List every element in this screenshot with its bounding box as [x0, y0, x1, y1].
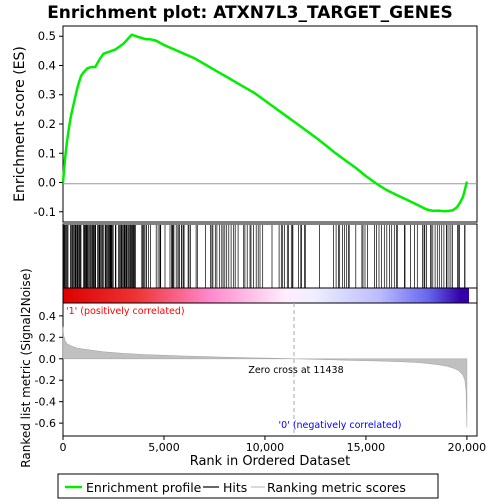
rank-color-bar [63, 288, 469, 303]
es-y-tick-label: 0.2 [38, 117, 56, 131]
legend-metric-label: Ranking metric scores [267, 480, 406, 495]
hit-ticks [62, 225, 466, 288]
ranking-metric-area [62, 326, 468, 428]
legend: Enrichment profile Hits Ranking metric s… [57, 473, 439, 499]
metric-y-tick-label: -0.4 [35, 396, 56, 409]
metric-y-ticks: -0.6 -0.4 -0.2 0.0 0.2 0.4 [35, 310, 63, 430]
es-y-axis-label: Enrichment score (ES) [12, 46, 28, 202]
metric-y-tick-label: 0.2 [39, 331, 57, 344]
x-tick-label: 15,000 [347, 441, 386, 454]
chart-title: Enrichment plot: ATXN7L3_TARGET_GENES [47, 3, 453, 23]
metric-y-tick-label: 0.4 [39, 310, 57, 323]
x-tick-label: 0 [60, 441, 67, 454]
legend-enrichment-label: Enrichment profile [86, 480, 202, 495]
es-y-tick-label: 0.0 [38, 176, 56, 190]
enrichment-panel: -0.1 0.0 0.1 0.2 0.3 0.4 0.5 Enrichment score … [12, 25, 478, 223]
positive-correlation-label: '1' (positively correlated) [66, 306, 185, 317]
zero-cross-label: Zero cross at 11438 [248, 365, 343, 376]
es-y-tick-label: -0.1 [34, 205, 56, 219]
enrichment-plot-area [62, 25, 478, 223]
metric-y-tick-label: 0.0 [39, 353, 57, 366]
metric-plot-area [62, 302, 478, 437]
es-y-tick-label: 0.3 [38, 88, 56, 102]
x-axis-label: Rank in Ordered Dataset [190, 454, 351, 469]
negative-correlation-label: '0' (negatively correlated) [279, 420, 402, 431]
x-tick-label: 10,000 [246, 441, 285, 454]
es-y-tick-label: 0.1 [38, 146, 56, 160]
es-y-tick-label: 0.4 [38, 58, 56, 72]
es-y-tick-label: 0.5 [38, 29, 56, 43]
x-tick-label: 20,000 [448, 441, 487, 454]
metric-y-tick-label: -0.6 [35, 417, 56, 430]
metric-y-tick-label: -0.2 [35, 374, 56, 387]
x-tick-label: 5,000 [148, 441, 180, 454]
ranked-metric-panel: -0.6 -0.4 -0.2 0.0 0.2 0.4 0 5,000 10,000 15,000… [19, 268, 486, 469]
metric-x-ticks: 0 5,000 10,000 15,000 20,000 [60, 436, 487, 454]
legend-hits-label: Hits [223, 480, 247, 495]
metric-y-axis-label: Ranked list metric (Signal2Noise) [19, 268, 33, 467]
es-y-ticks: -0.1 0.0 0.1 0.2 0.3 0.4 0.5 [34, 29, 63, 219]
enrichment-profile-line [61, 33, 469, 213]
hits-panel [62, 223, 478, 304]
legend-box [57, 473, 439, 499]
